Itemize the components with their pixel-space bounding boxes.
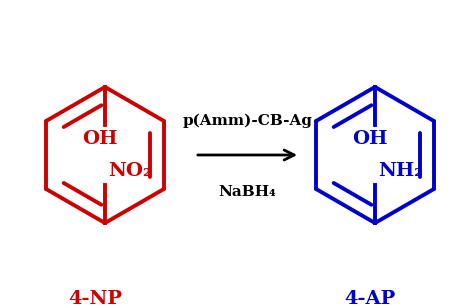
Text: 4-NP: 4-NP [68, 290, 122, 306]
Text: NaBH₄: NaBH₄ [218, 185, 276, 199]
Text: p(Amm)-CB-Ag: p(Amm)-CB-Ag [182, 114, 313, 128]
Text: OH: OH [352, 130, 388, 148]
Text: NH₂: NH₂ [378, 162, 423, 180]
Text: 4-AP: 4-AP [344, 290, 396, 306]
Text: OH: OH [82, 130, 118, 148]
Text: NO₂: NO₂ [108, 162, 152, 180]
